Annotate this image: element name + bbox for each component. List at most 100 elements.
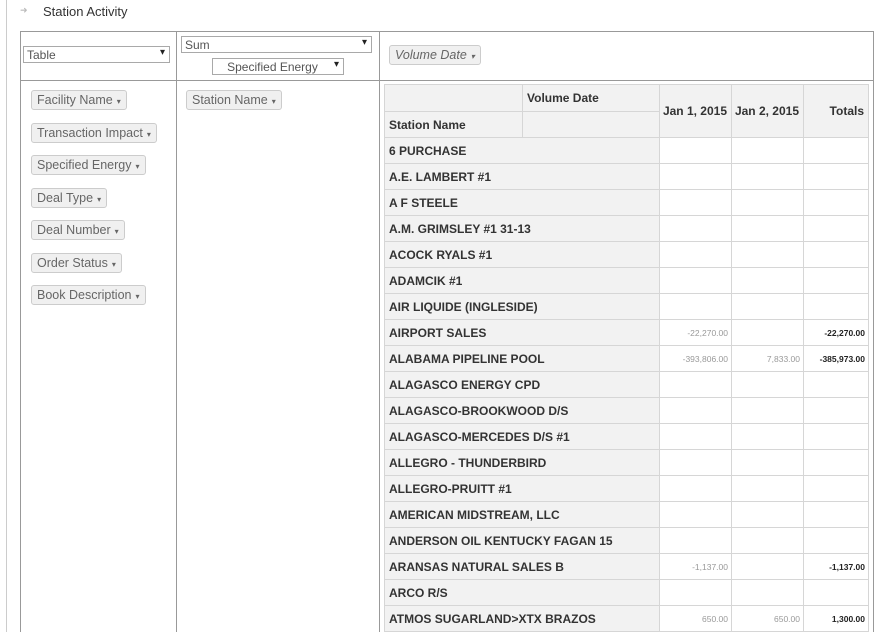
row-header: ALAGASCO-MERCEDES D/S #1 (384, 423, 660, 450)
field-pill[interactable]: Volume Date ▾ (389, 45, 481, 65)
label: -22,270.00 (824, 327, 865, 338)
column-attr: Volume Date (522, 84, 660, 112)
row-header: A.E. LAMBERT #1 (384, 163, 660, 190)
row-header: AIRPORT SALES (384, 319, 660, 346)
value-cell (731, 371, 804, 398)
column-header: Totals (803, 84, 869, 138)
label: 650.00 (774, 613, 800, 624)
caret: ▾ (116, 97, 121, 106)
caret: ▾ (470, 52, 475, 61)
row-header: A.M. GRIMSLEY #1 31-13 (384, 215, 660, 242)
label: AIR LIQUIDE (INGLESIDE) (389, 299, 538, 314)
row-header: ARCO R/S (384, 579, 660, 606)
label: ADAMCIK #1 (389, 273, 463, 288)
column-header: Jan 2, 2015 (731, 84, 804, 138)
title-icon: ➜ (20, 5, 28, 15)
total-cell: -1,137.00 (803, 553, 869, 580)
label: ALAGASCO-BROOKWOOD D/S (389, 403, 569, 418)
label: Jan 2, 2015 (734, 104, 799, 118)
label: Book Description (37, 288, 132, 302)
value-cell (731, 189, 804, 216)
pivot-frame (20, 31, 874, 632)
field-pill[interactable]: Book Description ▾ (31, 285, 146, 305)
field-pill[interactable]: Transaction Impact ▾ (31, 122, 157, 143)
row-header: A F STEELE (384, 189, 660, 216)
row-header: AIR LIQUIDE (INGLESIDE) (384, 293, 660, 320)
label: -1,137.00 (829, 561, 865, 572)
total-cell (803, 241, 869, 268)
label: Totals (829, 104, 864, 118)
field-pill[interactable]: Specified Energy ▾ (31, 155, 146, 175)
value-cell (659, 293, 732, 320)
label: ANDERSON OIL KENTUCKY FAGAN 15 (389, 533, 613, 548)
value-cell: -22,270.00 (659, 319, 732, 346)
value-cell (731, 241, 804, 268)
row-header: ATMOS SUGARLAND>XTX BRAZOS (384, 605, 660, 632)
value-cell (731, 475, 804, 502)
value-cell (659, 423, 732, 450)
header-cell (522, 111, 660, 138)
total-cell: 1,300.00 (803, 605, 869, 632)
value-cell (659, 215, 732, 242)
total-cell (803, 527, 869, 554)
total-cell (803, 579, 869, 606)
label: Deal Number (37, 223, 111, 237)
label: Order Status (37, 255, 108, 270)
label: ALAGASCO-MERCEDES D/S #1 (389, 429, 570, 444)
label: ACOCK RYALS #1 (389, 247, 493, 262)
row-header: ALAGASCO ENERGY CPD (384, 371, 660, 398)
label: A F STEELE (389, 195, 458, 210)
value-cell: 650.00 (659, 605, 732, 632)
value-cell: -393,806.00 (659, 345, 732, 372)
value-cell (731, 293, 804, 320)
value-cell (731, 579, 804, 606)
field-pill[interactable]: Deal Number ▾ (31, 220, 125, 240)
value-cell (659, 189, 732, 216)
label: Station Name (192, 93, 268, 107)
total-cell (803, 137, 869, 164)
caret: ▾ (146, 129, 151, 139)
row-header: ALLEGRO-PRUITT #1 (384, 475, 660, 502)
value-cell: -1,137.00 (659, 553, 732, 580)
value-cell: 650.00 (731, 605, 804, 632)
value-cell (731, 215, 804, 242)
row-header: ALLEGRO - THUNDERBIRD (384, 449, 660, 476)
row-header: ANDERSON OIL KENTUCKY FAGAN 15 (384, 527, 660, 554)
value-cell (659, 397, 732, 424)
row-header: ACOCK RYALS #1 (384, 241, 660, 268)
caret: ▾ (111, 259, 116, 269)
total-cell: -385,973.00 (803, 345, 869, 372)
row-header: 6 PURCHASE (384, 137, 660, 164)
value-cell (731, 423, 804, 450)
row-header: ARANSAS NATURAL SALES B (384, 553, 660, 580)
row-header: AMERICAN MIDSTREAM, LLC (384, 501, 660, 528)
label: -385,973.00 (819, 353, 865, 364)
label: AIRPORT SALES (389, 325, 487, 340)
label: A.M. GRIMSLEY #1 31-13 (389, 221, 531, 236)
label: ALLEGRO - THUNDERBIRD (389, 455, 547, 470)
value-cell (731, 527, 804, 554)
aggregator-field-select[interactable]: Specified Energy (212, 58, 344, 75)
label: ALLEGRO-PRUITT #1 (389, 481, 512, 496)
value-cell (659, 579, 732, 606)
aggregator-select[interactable]: Sum (181, 36, 372, 53)
total-cell (803, 189, 869, 216)
field-pill[interactable]: Deal Type ▾ (31, 187, 108, 208)
label: Jan 1, 2015 (662, 104, 727, 118)
label: 1,300.00 (831, 613, 865, 624)
value-cell (659, 241, 732, 268)
value-cell (659, 527, 732, 554)
field-pill[interactable]: Facility Name ▾ (31, 90, 127, 110)
renderer-select[interactable]: Table (23, 46, 170, 63)
field-pill[interactable]: Order Status ▾ (31, 252, 122, 273)
row-attr: Station Name (384, 111, 523, 138)
caret: ▾ (135, 292, 140, 301)
label: Deal Type (37, 190, 94, 205)
field-pill[interactable]: Station Name ▾ (186, 90, 282, 110)
total-cell (803, 293, 869, 320)
caret: ▾ (135, 162, 140, 171)
value-cell (659, 449, 732, 476)
divider (379, 31, 380, 632)
left-rule (6, 0, 7, 632)
